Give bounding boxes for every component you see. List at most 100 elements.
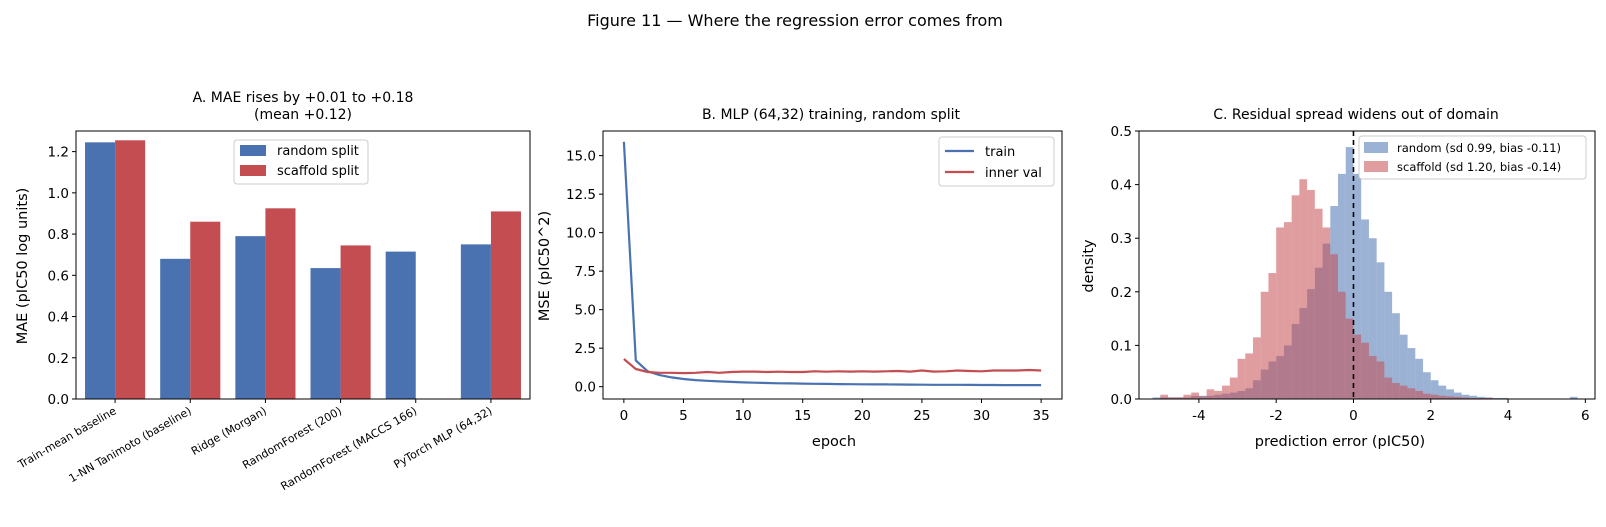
panel-c-title: C. Residual spread widens out of domain: [1213, 107, 1499, 123]
panel-c-y-tick-label: 0.2: [1111, 285, 1132, 301]
hist-bin-scaffold-14: [1268, 273, 1277, 399]
panel-a-title-line2: (mean +0.12): [254, 107, 352, 123]
hist-bin-scaffold-29: [1384, 377, 1393, 399]
hist-bin-random-30: [1384, 291, 1393, 399]
panel-c-x-tick-label: 4: [1504, 408, 1513, 424]
panel-c-y-tick-label: 0.1: [1111, 338, 1132, 354]
panel-b-x-tick-label: 35: [1033, 408, 1050, 424]
hist-bin-scaffold-21: [1322, 227, 1331, 399]
line-inner-val: [623, 358, 1042, 375]
hist-bin-scaffold-0: [1160, 394, 1168, 399]
hist-bin-scaffold-40: [1469, 397, 1478, 399]
panel-a-y-tick-label: 0.6: [48, 268, 69, 284]
panel-b-legend-label-train: train: [985, 145, 1015, 160]
panel-c-axes-frame: [1138, 130, 1596, 400]
panel-c-x-tick-label: 0: [1349, 408, 1358, 424]
hist-bin-random-27: [1361, 219, 1369, 399]
panel-c-x-tick-label: 2: [1426, 408, 1435, 424]
hist-bin-scaffold-41: [1477, 397, 1485, 399]
panel-b-y-axis-label: MSE (pIC50^2): [537, 211, 553, 321]
panel-c-legend-frame: [1358, 135, 1587, 180]
panel-a-x-category-label: RandomForest (MACCS 166): [278, 404, 419, 493]
hist-bin-random-33: [1407, 348, 1416, 399]
hist-bin-random-31: [1392, 313, 1400, 399]
panel-c-y-axis-label: density: [1081, 239, 1097, 293]
hist-bin-scaffold-23: [1338, 291, 1346, 399]
hist-bin-random-38: [1446, 389, 1454, 399]
panel-b-legend: train inner val: [938, 136, 1055, 187]
bar-scaffold-5: [490, 211, 521, 399]
hist-bin-random-28: [1368, 238, 1377, 399]
panel-c-legend-swatch-scaffold: [1364, 161, 1388, 172]
panel-c-x-axis-label: prediction error (pIC50): [1255, 434, 1425, 450]
hist-bin-scaffold-12: [1253, 337, 1261, 399]
panel-b-axes-frame: [602, 130, 1063, 400]
hist-bin-scaffold-24: [1345, 318, 1354, 399]
hist-bin-scaffold-27: [1368, 356, 1377, 399]
hist-bin-random-24: [1338, 173, 1346, 399]
panel-b-x-tick-label: 25: [913, 408, 930, 424]
hist-bin-scaffold-2: [1175, 397, 1184, 399]
hist-bin-random-39: [1453, 392, 1462, 399]
panel-b-plot-area: 0.0 2.5 5.0 7.5 10.0 12.5 15.0 0 5 10 15 20 25 30 35: [566, 130, 1063, 424]
hist-bin-scaffold-39: [1461, 397, 1470, 399]
panel-a-mae-bar-chart: A. MAE rises by +0.01 to +0.18 (mean +0.…: [15, 90, 531, 493]
panel-b-title: B. MLP (64,32) training, random split: [702, 107, 961, 123]
panel-b-y-tick-label: 2.5: [575, 341, 596, 357]
panel-c-legend-swatch-random: [1364, 142, 1388, 153]
panel-b-y-tick-label: 0.0: [575, 380, 596, 396]
panel-a-legend-label-scaffold: scaffold split: [277, 164, 359, 179]
hist-bin-scaffold-42: [1484, 397, 1493, 399]
hist-bin-scaffold-18: [1299, 179, 1308, 399]
panel-c-y-tick-label: 0.5: [1111, 124, 1132, 140]
hist-bin-scaffold-5: [1198, 396, 1207, 399]
figure-title: Figure 11 — Where the regression error c…: [587, 11, 1003, 30]
panel-a-y-tick-label: 0.8: [48, 227, 69, 243]
hist-bin-scaffold-35: [1430, 394, 1439, 399]
bar-random-5: [460, 244, 491, 399]
panel-c-legend-label-random: random (sd 0.99, bias -0.11): [1397, 141, 1561, 155]
panel-b-y-tick-label: 12.5: [566, 187, 596, 203]
panel-a-y-tick-label: 0.2: [48, 351, 69, 367]
hist-bin-scaffold-26: [1361, 342, 1369, 399]
hist-bin-scaffold-36: [1438, 395, 1447, 399]
hist-bin-scaffold-30: [1392, 382, 1400, 399]
hist-bin-scaffold-20: [1314, 208, 1323, 399]
hist-bin-random-26: [1353, 173, 1362, 399]
hist-bin-scaffold-33: [1415, 390, 1424, 399]
bar-scaffold-3: [340, 245, 371, 399]
panel-c-x-tick-label: -2: [1269, 408, 1282, 424]
panel-c-y-tick-label: 0.3: [1111, 231, 1132, 247]
hist-bin-scaffold-11: [1245, 353, 1253, 399]
panel-c-x-tick-label: -4: [1192, 408, 1205, 424]
hist-bin-scaffold-38: [1453, 396, 1462, 399]
panel-a-y-tick-label: 0.0: [48, 392, 69, 408]
panel-b-y-tick-label: 10.0: [566, 226, 596, 242]
panel-a-legend-frame: [233, 139, 369, 185]
hist-bin-random-32: [1399, 334, 1408, 399]
hist-bin-random-54: [1569, 396, 1578, 399]
bar-scaffold-2: [265, 208, 296, 399]
panel-c-residual-histogram: C. Residual spread widens out of domain …: [1081, 107, 1596, 450]
panel-b-x-tick-label: 30: [973, 408, 990, 424]
hist-bin-scaffold-28: [1376, 361, 1385, 399]
hist-bin-scaffold-7: [1214, 390, 1223, 399]
panel-b-mlp-training-line-chart: B. MLP (64,32) training, random split 0.…: [537, 107, 1063, 450]
panel-b-x-tick-label: 5: [679, 408, 688, 424]
panel-c-legend-label-scaffold: scaffold (sd 1.20, bias -0.14): [1397, 160, 1561, 174]
hist-bin-scaffold-32: [1407, 388, 1416, 399]
panel-c-x-tick-label: 6: [1581, 408, 1590, 424]
panel-a-y-tick-label: 1.0: [48, 186, 69, 202]
panel-b-x-axis-label: epoch: [812, 434, 856, 450]
panel-c-y-tick-label: 0.4: [1111, 178, 1132, 194]
hist-bin-scaffold-10: [1237, 358, 1246, 399]
hist-bin-scaffold-3: [1183, 394, 1192, 399]
panel-b-x-tick-label: 15: [794, 408, 811, 424]
panel-b-legend-frame: [938, 136, 1055, 187]
panel-a-y-tick-label: 1.2: [48, 145, 69, 161]
bar-scaffold-1: [190, 221, 221, 399]
panel-b-x-tick-label: 20: [854, 408, 871, 424]
panel-a-axes-frame: [75, 130, 531, 400]
hist-bin-random-42: [1477, 396, 1485, 399]
